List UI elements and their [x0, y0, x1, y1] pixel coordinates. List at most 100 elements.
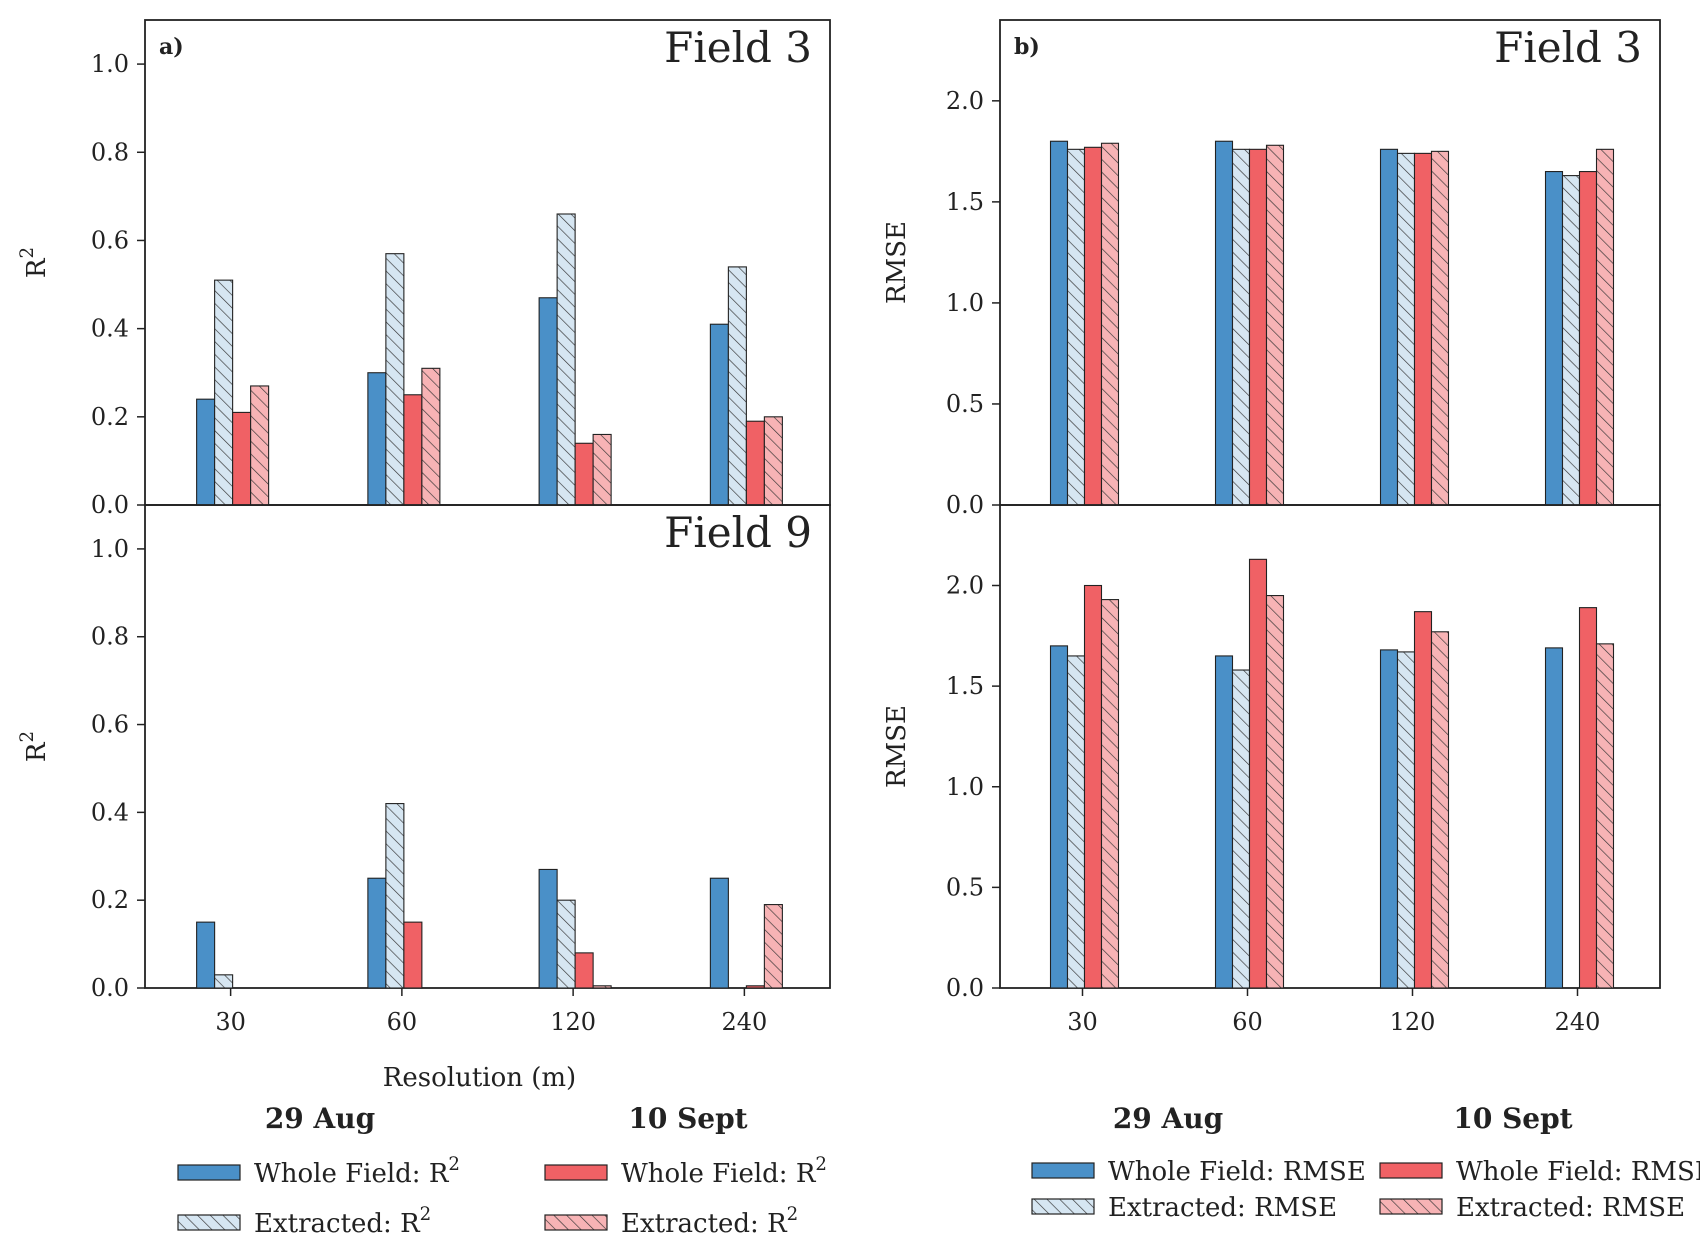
panel-4: 0.0 0.5 1.0 1.5 2.0 RMSE 30 60 120 240	[882, 504, 1661, 1036]
bar-extracted-sept-240	[1595, 148, 1615, 506]
legend-right: 29 Aug 10 Sept Whole Field: RMSE Extracted:…	[1031, 1102, 1700, 1223]
bar-whole-aug-30	[1049, 140, 1069, 506]
y-tick-label: 1.5	[946, 188, 984, 216]
y-axis-label-sup: 2	[17, 731, 38, 743]
legend-title-sept: 10 Sept	[628, 1102, 747, 1135]
legend-label: Whole Field: R2	[621, 1154, 827, 1189]
bar-extracted-aug-120	[1396, 152, 1416, 506]
y-tick-label: 0.5	[946, 873, 984, 901]
legend-swatch	[1031, 1198, 1095, 1215]
bar-whole-sept-120	[1413, 152, 1433, 506]
legend-title-aug: 29 Aug	[265, 1102, 375, 1135]
bar-extracted-aug-120	[556, 213, 576, 506]
bar-extracted-sept-60	[1265, 144, 1285, 506]
bar-extracted-aug-60	[385, 253, 405, 506]
bar-whole-sept-120	[574, 952, 594, 989]
legend-item-extracted-sept: Extracted: RMSE	[1379, 1193, 1685, 1223]
bar-whole-aug-120	[538, 868, 558, 989]
y-tick-label: 0.0	[91, 974, 129, 1002]
bar-whole-aug-240	[709, 323, 729, 506]
y-tick-label: 1.0	[91, 535, 129, 563]
legend-label-sup: 2	[815, 1154, 827, 1175]
legend-swatch	[544, 1164, 608, 1181]
field-label: Field 9	[664, 508, 812, 557]
bar-whole-sept-60	[403, 921, 423, 989]
bar-whole-aug-60	[1214, 655, 1234, 989]
bar-whole-aug-30	[196, 398, 216, 506]
legend-title-sept: 10 Sept	[1453, 1102, 1572, 1135]
bar-whole-sept-60	[1248, 558, 1268, 989]
legend-label: Whole Field: R2	[254, 1154, 460, 1189]
bar-extracted-sept-120	[1430, 631, 1450, 989]
legend-item-whole-sept: Whole Field: R2	[544, 1154, 827, 1189]
bar-extracted-aug-60	[1231, 148, 1251, 506]
panel-2: 0.0 0.2 0.4 0.6 0.8 1.0 R2 Field 9 30 60 120 240 Res…	[17, 504, 831, 1093]
bar-whole-aug-120	[1379, 649, 1399, 989]
bar-whole-aug-60	[367, 877, 387, 989]
y-tick-label: 2.0	[946, 87, 984, 115]
bar-whole-sept-240	[745, 985, 765, 989]
bar-extracted-sept-120	[592, 985, 612, 989]
legend-item-whole-sept: Whole Field: RMSE	[1379, 1157, 1700, 1187]
x-tick-label: 30	[1067, 1008, 1098, 1036]
y-tick-label: 2.0	[946, 572, 984, 600]
bar-extracted-aug-60	[1231, 669, 1251, 989]
y-axis-label: R2	[17, 731, 52, 762]
legend-label-text: Extracted: R	[254, 1209, 421, 1239]
bar-whole-aug-30	[196, 921, 216, 989]
x-tick-label: 120	[1390, 1008, 1436, 1036]
bar-extracted-sept-120	[1430, 150, 1450, 506]
y-axis-label: RMSE	[882, 705, 912, 788]
y-tick-label: 0.0	[946, 974, 984, 1002]
legend-label: Extracted: R2	[254, 1204, 431, 1239]
y-axis-label-text: R	[22, 741, 52, 762]
legend-label-sup: 2	[448, 1154, 460, 1175]
bar-whole-sept-120	[1413, 611, 1433, 989]
bar-whole-sept-60	[403, 394, 423, 506]
y-tick-label: 0.8	[91, 623, 129, 651]
y-axis-label-text: RMSE	[882, 221, 912, 304]
legend-label: Whole Field: RMSE	[1456, 1157, 1700, 1187]
legend-label-text: Whole Field: R	[254, 1159, 450, 1189]
legend-label-text: Whole Field: R	[621, 1159, 817, 1189]
bar-extracted-sept-60	[1265, 595, 1285, 989]
legend-swatch	[177, 1164, 241, 1181]
y-tick-label: 1.0	[946, 289, 984, 317]
bar-extracted-aug-30	[1066, 148, 1086, 506]
bar-whole-sept-240	[1578, 171, 1598, 506]
y-tick-label: 0.6	[91, 711, 129, 739]
y-tick-label: 0.2	[91, 886, 129, 914]
bar-extracted-sept-240	[763, 416, 783, 506]
y-tick-label: 0.2	[91, 403, 129, 431]
y-tick-label: 0.0	[946, 491, 984, 519]
legend-item-extracted-aug: Extracted: R2	[177, 1204, 431, 1239]
legend-item-extracted-sept: Extracted: R2	[544, 1204, 798, 1239]
bar-whole-aug-240	[709, 877, 729, 989]
legend-swatch	[1379, 1162, 1443, 1179]
legend-swatch	[1379, 1198, 1443, 1215]
y-tick-label: 0.0	[91, 491, 129, 519]
bar-extracted-sept-30	[1100, 142, 1120, 506]
plot-frame	[144, 504, 831, 989]
bar-whole-aug-240	[1544, 171, 1564, 506]
legend-label-text: Extracted: RMSE	[1456, 1193, 1685, 1223]
panel-1: 0.0 0.2 0.4 0.6 0.8 1.0 R2 a) Field 3	[17, 19, 831, 519]
bar-whole-sept-120	[574, 442, 594, 506]
y-axis-label-text: R	[22, 257, 52, 278]
y-tick-label: 1.5	[946, 672, 984, 700]
x-tick-label: 240	[1555, 1008, 1601, 1036]
legend-label-text: Whole Field: RMSE	[1108, 1157, 1366, 1187]
legend-label-sup: 2	[787, 1204, 799, 1225]
legend-title-aug: 29 Aug	[1113, 1102, 1223, 1135]
y-tick-label: 0.5	[946, 390, 984, 418]
field-label: Field 3	[1494, 23, 1642, 72]
plot-frame	[999, 504, 1661, 989]
field-label: Field 3	[664, 23, 812, 72]
legend-label-text: Extracted: R	[621, 1209, 788, 1239]
y-tick-label: 0.4	[91, 315, 129, 343]
legend-label: Extracted: R2	[621, 1204, 798, 1239]
panel-letter: b)	[1014, 34, 1040, 60]
